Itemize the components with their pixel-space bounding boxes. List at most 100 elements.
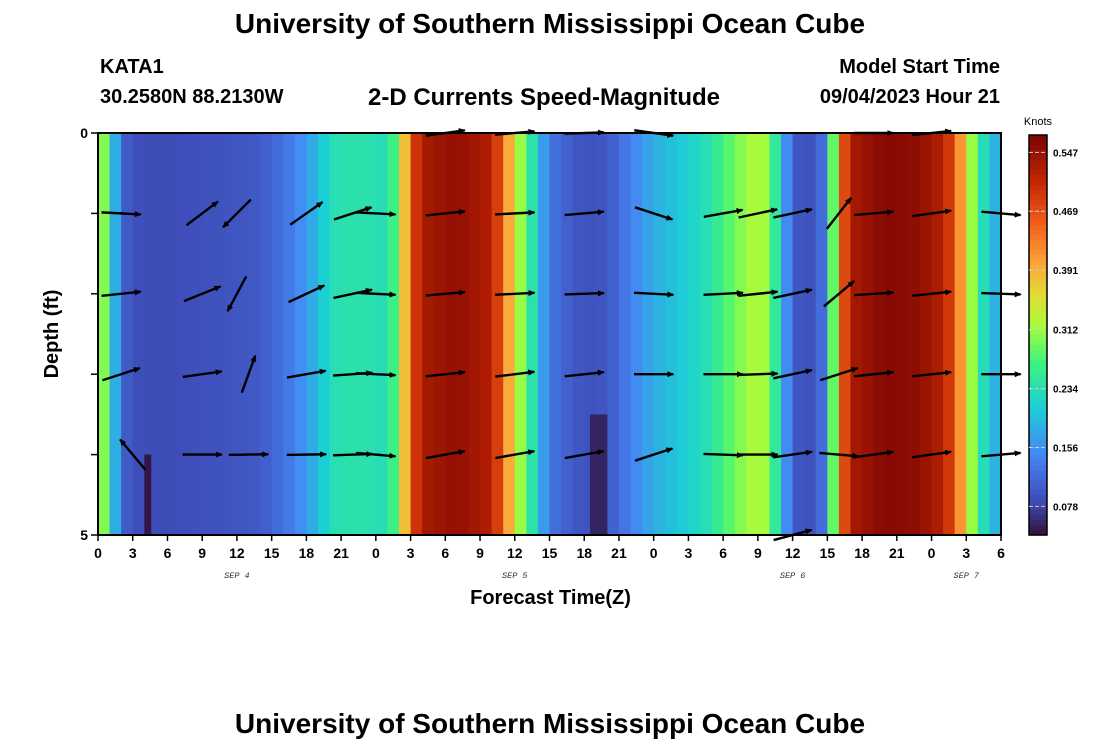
heatmap-cell (387, 133, 400, 535)
colorbar-cell (1029, 345, 1047, 351)
heatmap-cell (132, 133, 145, 535)
x-tick-label: 3 (962, 545, 970, 561)
heatmap-cell (422, 133, 435, 535)
colorbar-cell (1029, 425, 1047, 431)
heatmap-cell (885, 133, 898, 535)
current-vector (289, 201, 324, 226)
current-vector (703, 452, 744, 459)
colorbar-cell (1029, 450, 1047, 456)
current-vector (773, 207, 813, 219)
colorbar-cell (1029, 505, 1047, 511)
heatmap-cell (236, 133, 250, 535)
colorbar-cell (1029, 250, 1047, 256)
current-vector (911, 208, 953, 218)
colorbar-frame (1028, 134, 1048, 536)
colorbar-tick-label: 0.547 (1053, 148, 1078, 159)
colorbar-cell (1029, 325, 1047, 331)
colorbar-cell (1029, 380, 1047, 386)
colorbar-cell (1029, 280, 1047, 286)
heatmap-cell (399, 133, 412, 535)
heatmap-cell (341, 133, 354, 535)
current-vector (853, 209, 895, 217)
current-vector (495, 449, 536, 460)
current-vectors (101, 128, 1022, 542)
x-tick-label: 0 (650, 545, 658, 561)
heatmap-cell (283, 133, 296, 535)
heatmap-cell (618, 133, 632, 535)
colorbar-cell (1029, 460, 1047, 466)
current-vector (425, 449, 466, 460)
heatmap-cell (561, 133, 574, 535)
heatmap-cell (526, 133, 539, 535)
colorbar-cell (1029, 400, 1047, 406)
heatmap-cell (225, 133, 238, 535)
heatmap-cell (375, 133, 389, 535)
heatmap-cell (989, 133, 1002, 535)
colorbar-cell (1029, 210, 1047, 216)
current-vector (286, 368, 327, 379)
current-vector (240, 354, 257, 394)
colorbar-cell (1029, 235, 1047, 241)
colorbar-cell (1029, 470, 1047, 476)
heatmap-cell (781, 133, 794, 535)
heatmap-cell (850, 133, 863, 535)
colorbar-tick-label: 0.156 (1053, 443, 1078, 454)
colorbar-cell (1029, 245, 1047, 251)
colorbar-cell (1029, 145, 1047, 151)
heatmap-cell (433, 133, 446, 535)
current-vector (823, 280, 855, 308)
colorbar-cell (1029, 515, 1047, 521)
current-vector (333, 288, 373, 300)
heatmap-cell (665, 133, 678, 535)
current-vector (819, 451, 860, 459)
current-vector (333, 206, 373, 221)
heatmap-cell (144, 133, 157, 535)
current-vector (356, 211, 397, 218)
colorbar-cell (1029, 335, 1047, 341)
heatmap-cell (445, 133, 458, 535)
x-tick-label: 21 (333, 545, 349, 561)
colorbar-cell (1029, 385, 1047, 391)
current-vector (634, 129, 675, 138)
x-tick-label: 6 (441, 545, 449, 561)
current-vector (911, 289, 953, 298)
colorbar-cell (1029, 175, 1047, 181)
colorbar-cell (1029, 485, 1047, 491)
colorbar-cell (1029, 300, 1047, 306)
x-tick-label: 3 (129, 545, 137, 561)
colorbar-tick-label: 0.078 (1053, 502, 1078, 513)
current-vector (773, 288, 813, 300)
heatmap-cell (769, 133, 782, 535)
colorbar-cell (1029, 255, 1047, 261)
colorbar-cell (1029, 525, 1047, 531)
current-vector (564, 290, 605, 297)
colorbar-cell (1029, 225, 1047, 231)
colorbar-tick-label: 0.391 (1053, 266, 1078, 277)
heatmap-cell (954, 133, 967, 535)
heatmap-cell (329, 133, 342, 535)
heatmap-cell (364, 133, 377, 535)
heatmap-cell (260, 133, 273, 535)
colorbar-cell (1029, 530, 1047, 536)
colorbar-cell (1029, 410, 1047, 416)
colorbar-cell (1029, 355, 1047, 361)
colorbar-cell (1029, 455, 1047, 461)
x-tick-label: 12 (785, 545, 801, 561)
colorbar-cell (1029, 200, 1047, 206)
colorbar-cell (1029, 405, 1047, 411)
current-vector (634, 206, 674, 221)
date-label: SEP 7 (954, 571, 980, 581)
heatmap-cell (317, 133, 331, 535)
colorbar-cell (1029, 440, 1047, 446)
current-vector (738, 370, 779, 377)
current-vector (911, 128, 953, 137)
colorbar-cell (1029, 265, 1047, 271)
colorbar-cell (1029, 135, 1047, 141)
colorbar-cell (1029, 275, 1047, 281)
heatmap-cell (827, 133, 840, 535)
colorbar-cell (1029, 375, 1047, 381)
heatmap-cell (271, 133, 284, 535)
colorbar-cell (1029, 260, 1047, 266)
colorbar-cell (1029, 320, 1047, 326)
colorbar (1029, 135, 1047, 536)
